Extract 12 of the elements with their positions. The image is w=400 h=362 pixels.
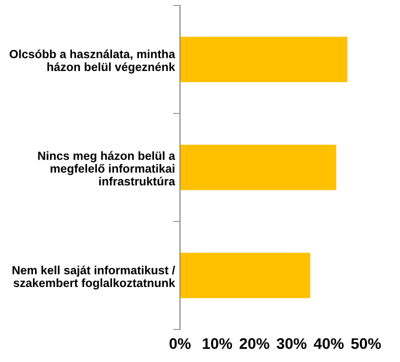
x-tick-label: 10%	[202, 338, 232, 349]
y-tick-label: Nincs meg házon belül a megfelelő informatikai infrastruktúra	[38, 151, 176, 186]
x-tick-label: 0%	[170, 338, 191, 349]
y-tick-label: Olcsóbb a használata, mintha házon belül végeznénk	[10, 49, 176, 74]
bar	[180, 252, 310, 298]
x-tick-label: 30%	[276, 338, 306, 349]
x-tick-label: 40%	[314, 338, 344, 349]
bar	[180, 36, 348, 82]
x-tick-label: 50%	[351, 338, 381, 349]
y-tick-label: Nem kell saját informatikust / szakembert foglalkoztatnunk	[12, 266, 176, 290]
bar	[180, 144, 336, 190]
x-tick-label: 20%	[240, 338, 270, 349]
